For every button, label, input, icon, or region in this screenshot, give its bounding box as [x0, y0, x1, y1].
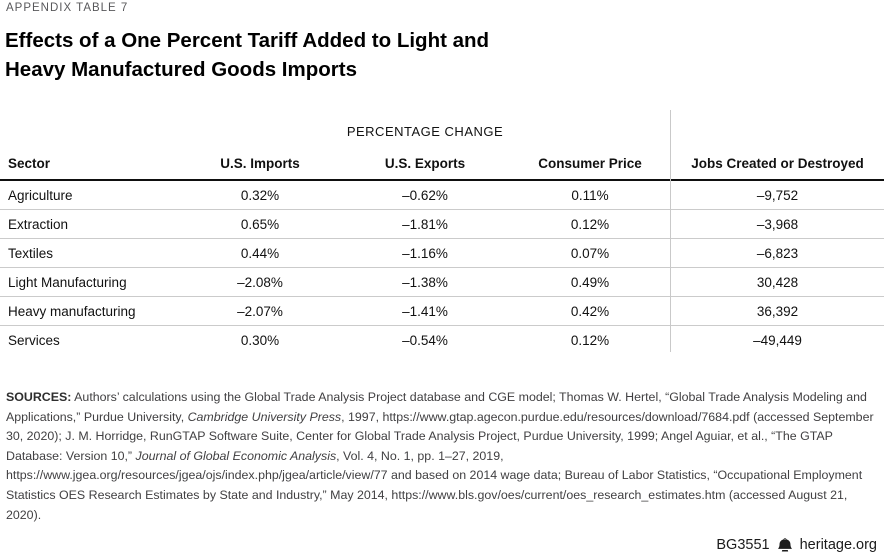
cell-sector: Heavy manufacturing: [8, 303, 136, 319]
column-header-consumer-price: Consumer Price: [538, 156, 642, 171]
cell-jobs: –3,968: [756, 216, 799, 232]
page-title: Effects of a One Percent Tariff Added to…: [5, 26, 705, 84]
table-row: Services 0.30% –0.54% 0.12% –49,449: [0, 326, 884, 354]
page-title-line1: Effects of a One Percent Tariff Added to…: [5, 29, 490, 52]
cell-consumer-price: 0.12%: [570, 216, 610, 232]
table-row: Extraction 0.65% –1.81% 0.12% –3,968: [0, 210, 884, 239]
table-header-row: Sector U.S. Imports U.S. Exports Consume…: [0, 145, 884, 181]
column-header-jobs: Jobs Created or Destroyed: [691, 156, 864, 171]
table-row: Heavy manufacturing –2.07% –1.41% 0.42% …: [0, 297, 884, 326]
footer-site: heritage.org: [799, 537, 877, 553]
cell-jobs: –49,449: [753, 332, 802, 348]
footer: BG3551 heritage.org: [716, 537, 877, 553]
sources-text: SOURCES: Authors’ calculations using the…: [6, 390, 874, 522]
cell-consumer-price: 0.42%: [570, 303, 610, 319]
cell-jobs: –9,752: [756, 187, 799, 203]
cell-us-imports: 0.44%: [240, 245, 280, 261]
cell-sector: Extraction: [8, 216, 69, 232]
cell-us-imports: –2.07%: [237, 303, 283, 319]
cell-us-exports: –1.41%: [402, 303, 448, 319]
group-header-label: PERCENTAGE CHANGE: [346, 124, 504, 139]
table-group-header-row: PERCENTAGE CHANGE: [0, 108, 884, 145]
cell-us-imports: 0.65%: [240, 216, 280, 232]
cell-us-exports: –1.38%: [402, 274, 448, 290]
cell-us-exports: –0.62%: [402, 187, 448, 203]
cell-us-imports: 0.32%: [240, 187, 280, 203]
table-row: Agriculture 0.32% –0.62% 0.11% –9,752: [0, 181, 884, 210]
column-header-us-exports: U.S. Exports: [384, 156, 466, 171]
table-row: Textiles 0.44% –1.16% 0.07% –6,823: [0, 239, 884, 268]
cell-sector: Textiles: [8, 245, 54, 261]
cell-consumer-price: 0.11%: [571, 187, 609, 203]
column-header-sector: Sector: [8, 156, 51, 171]
cell-us-imports: 0.30%: [240, 332, 280, 348]
page-title-line2: Heavy Manufactured Goods Imports: [5, 58, 357, 81]
cell-us-exports: –1.16%: [402, 245, 448, 261]
liberty-bell-icon: [777, 537, 793, 553]
column-header-us-imports: U.S. Imports: [220, 156, 300, 171]
cell-consumer-price: 0.12%: [570, 332, 610, 348]
data-table: PERCENTAGE CHANGE Sector U.S. Imports U.…: [0, 108, 884, 352]
page-kicker: APPENDIX TABLE 7: [6, 2, 129, 14]
cell-consumer-price: 0.07%: [570, 245, 610, 261]
cell-jobs: 36,392: [756, 303, 799, 319]
cell-sector: Agriculture: [8, 187, 73, 203]
cell-jobs: 30,428: [756, 274, 799, 290]
cell-jobs: –6,823: [756, 245, 799, 261]
cell-sector: Light Manufacturing: [8, 274, 127, 290]
cell-sector: Services: [8, 332, 60, 348]
table-row: Light Manufacturing –2.08% –1.38% 0.49% …: [0, 268, 884, 297]
cell-us-exports: –1.81%: [402, 216, 448, 232]
jobs-column-divider: [670, 110, 671, 352]
cell-consumer-price: 0.49%: [570, 274, 610, 290]
footer-doc-id: BG3551: [716, 537, 770, 553]
cell-us-exports: –0.54%: [402, 332, 448, 348]
cell-us-imports: –2.08%: [237, 274, 283, 290]
